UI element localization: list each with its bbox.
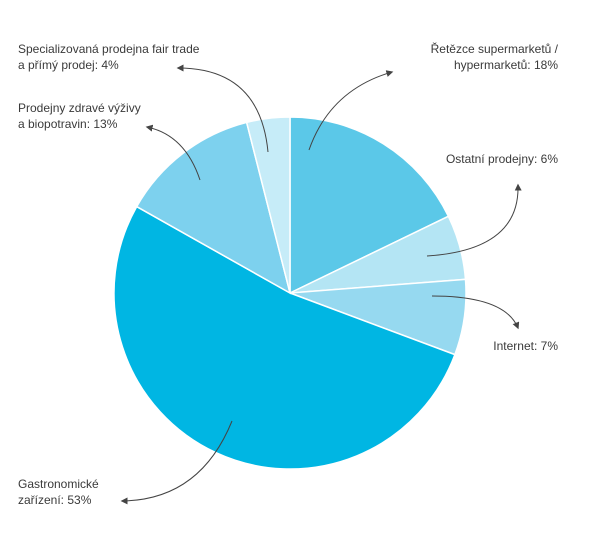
slice-label-line: Specializovaná prodejna fair trade xyxy=(18,42,200,56)
slice-label: Řetězce supermarketů / hypermarketů: 18% xyxy=(431,41,559,72)
slice-label-line: Gastronomické xyxy=(18,477,99,491)
slice-labels: Řetězce supermarketů / hypermarketů: 18% O… xyxy=(18,41,559,507)
pie-slice xyxy=(289,116,450,295)
pie-slices xyxy=(113,116,467,470)
slice-label: Gastronomické zařízení: 53% xyxy=(18,477,99,507)
callout-arrow xyxy=(308,70,394,151)
callout-arrows xyxy=(120,64,522,505)
pie-slice xyxy=(135,121,292,295)
slice-label: Specializovaná prodejna fair trade a přím… xyxy=(18,42,200,72)
callout-arrow xyxy=(431,295,520,330)
callout-arrow xyxy=(120,420,233,505)
slice-label-line: a biopotravin: 13% xyxy=(18,117,118,131)
callout-arrow xyxy=(145,124,201,181)
slice-label-line: Internet: 7% xyxy=(493,339,558,353)
callout-arrow xyxy=(176,64,269,153)
callout-arrow xyxy=(426,183,522,257)
slice-label-line: Řetězce supermarketů / xyxy=(431,41,559,56)
slice-label: Prodejny zdravé výživy a biopotravin: 13% xyxy=(18,101,141,131)
slice-label-line: Ostatní prodejny: 6% xyxy=(446,152,558,166)
pie-slice xyxy=(245,116,291,294)
slice-label-line: hypermarketů: 18% xyxy=(454,58,558,72)
slice-label-line: a přímý prodej: 4% xyxy=(18,58,119,72)
slice-label: Internet: 7% xyxy=(493,339,558,353)
slice-label-line: Prodejny zdravé výživy xyxy=(18,101,141,115)
slice-label: Ostatní prodejny: 6% xyxy=(446,152,558,166)
slice-label-line: zařízení: 53% xyxy=(18,493,92,507)
